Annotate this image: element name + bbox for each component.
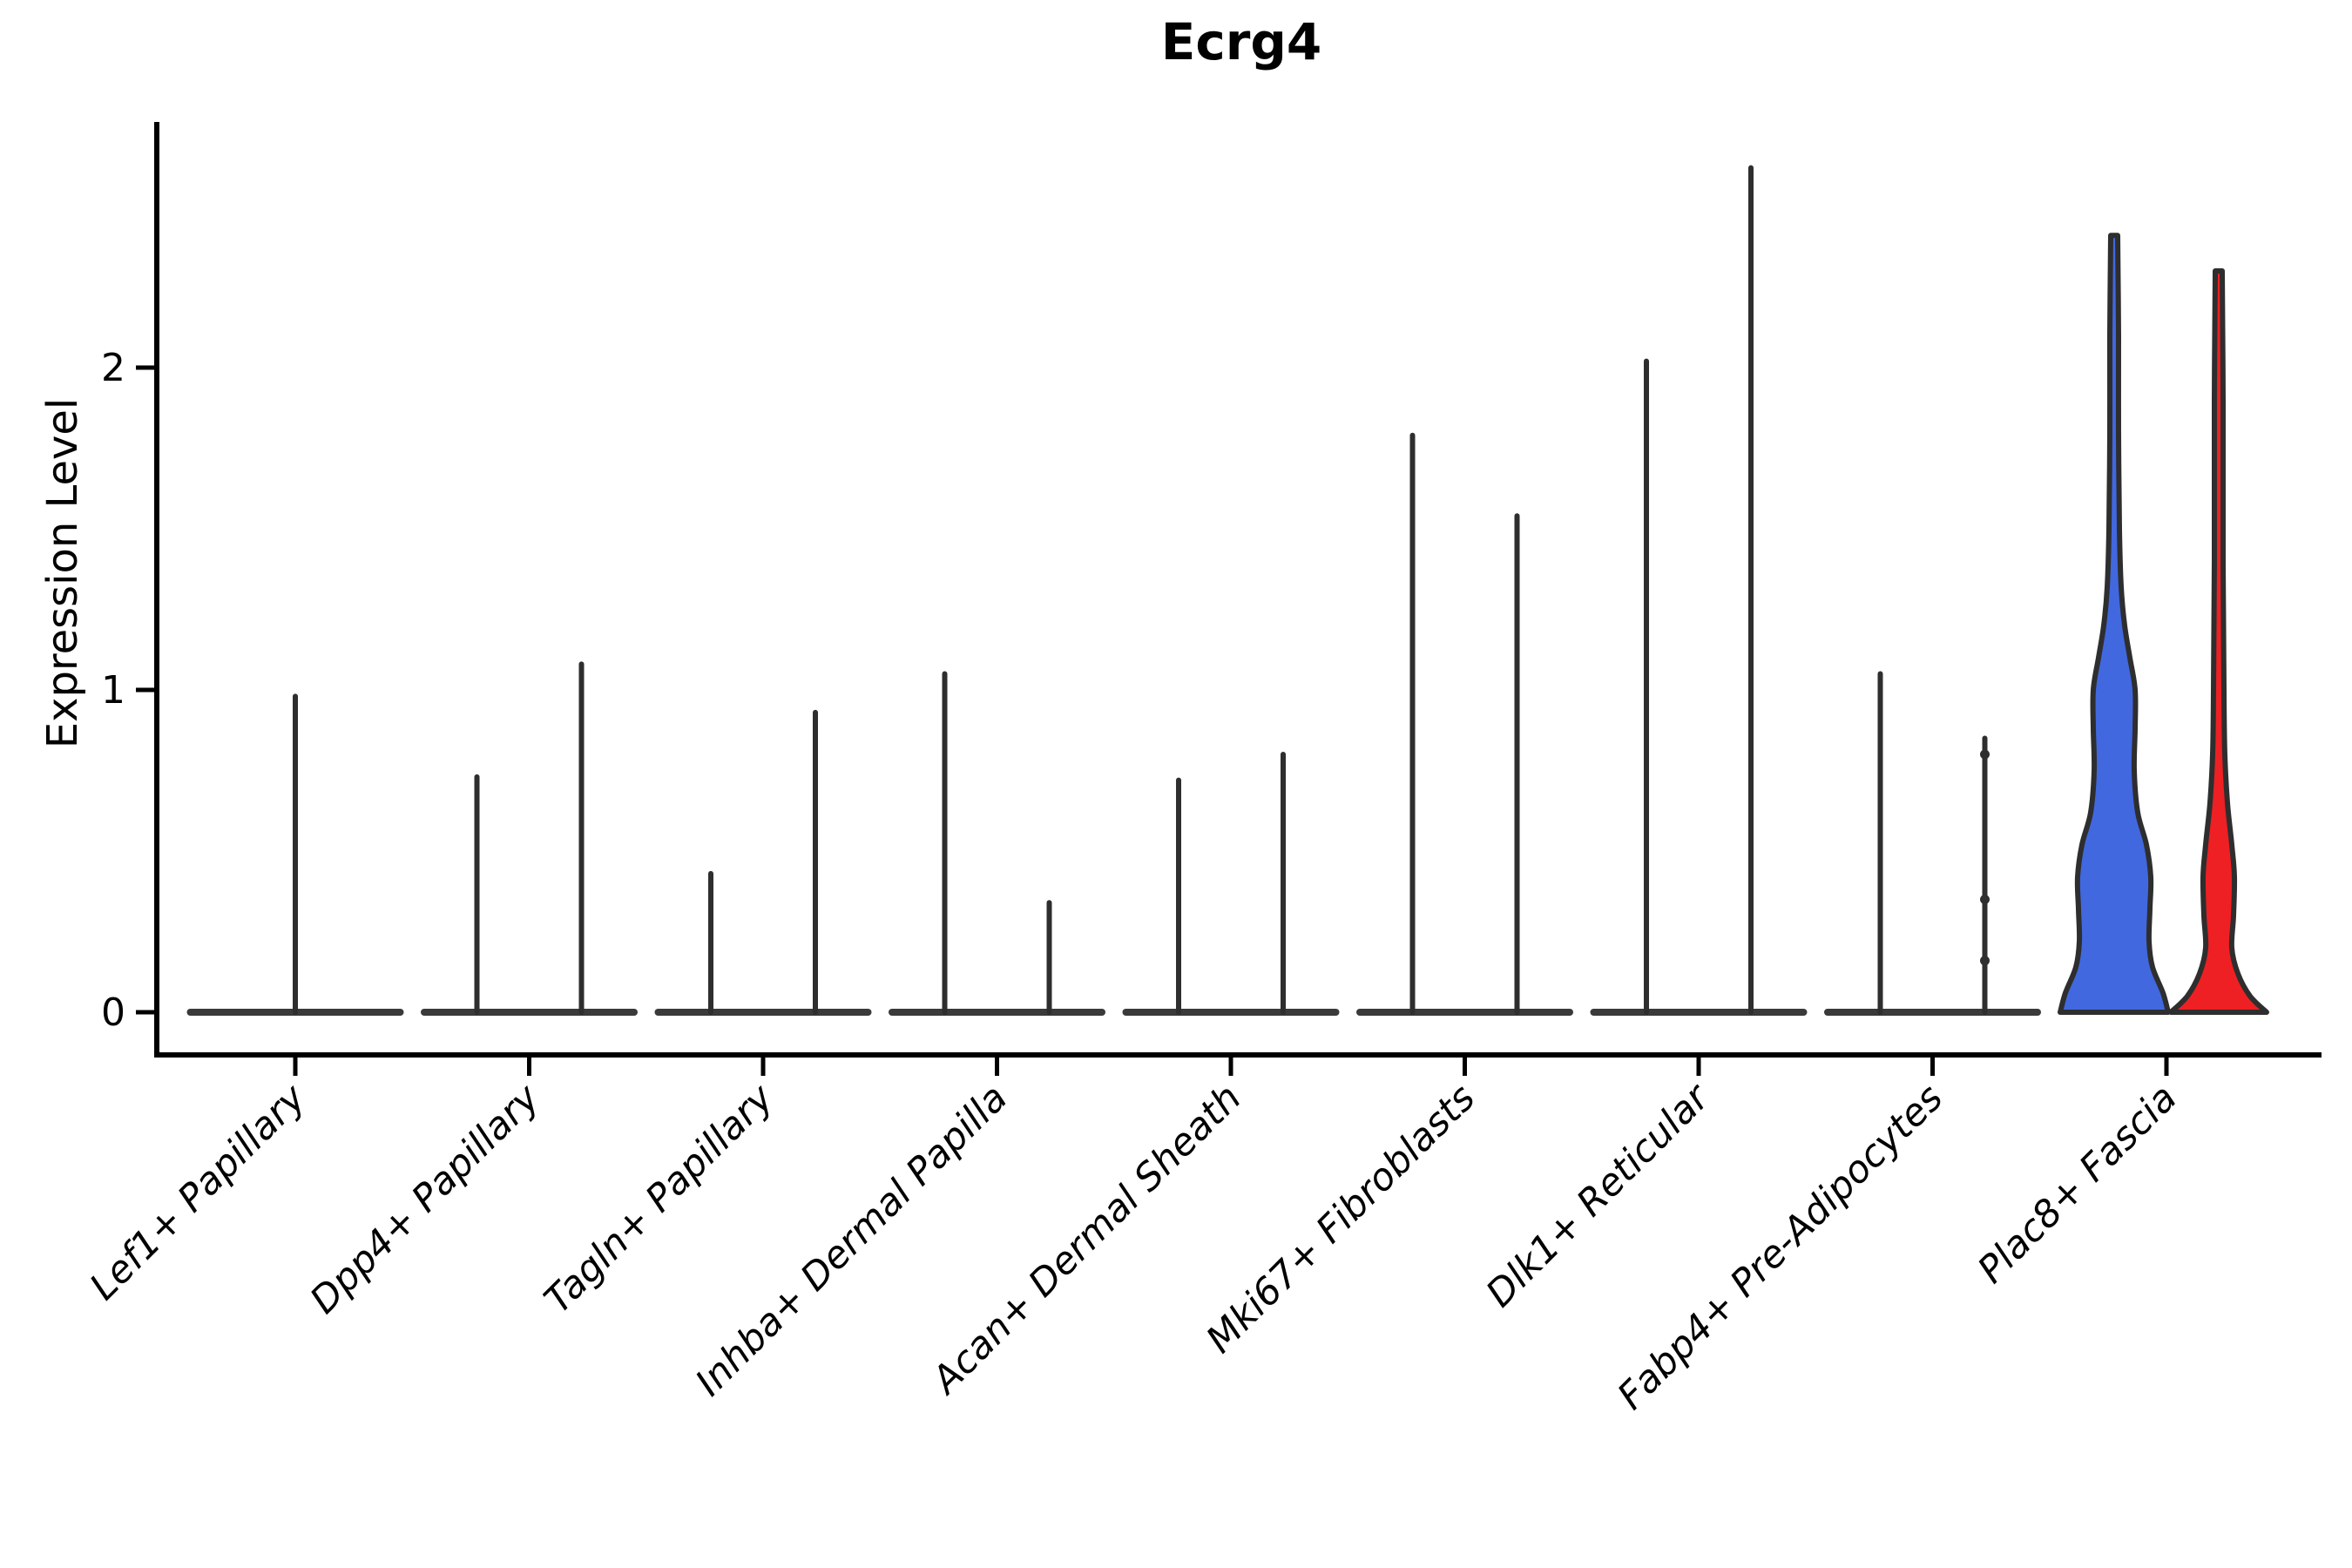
chart-title: Ecrg4 [1160, 12, 1322, 71]
x-tick-label: Mki67+ Fibroblasts [1198, 1076, 1484, 1362]
x-tick-label: Dpp4+ Papillary [302, 1076, 549, 1322]
spike-nub [1980, 956, 1990, 966]
violin-shape [2168, 268, 2269, 1015]
violin-shape [2058, 233, 2171, 1015]
y-tick-label: 0 [101, 990, 125, 1035]
x-tick-label: Tagln+ Papillary [537, 1076, 783, 1322]
spike-nub [1980, 895, 1990, 904]
y-tick-label: 1 [101, 668, 125, 713]
x-tick-label: Plac8+ Fascia [1970, 1076, 2186, 1292]
spike-nub [1980, 749, 1990, 760]
y-tick-label: 2 [101, 346, 125, 390]
x-tick-label: Dlk1+ Reticular [1478, 1075, 1720, 1316]
x-tick-label: Lef1+ Papillary [82, 1076, 314, 1308]
